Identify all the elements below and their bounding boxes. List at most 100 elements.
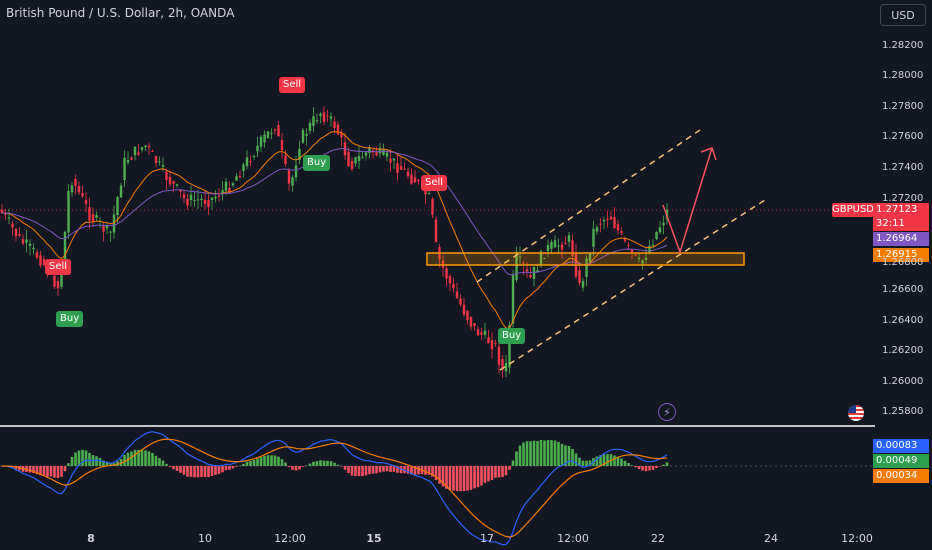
histogram-bar (168, 466, 172, 467)
histogram-bar (557, 441, 560, 466)
ma-slow-tag: 1.26964 (873, 232, 929, 246)
histogram-bar (613, 455, 616, 466)
candle (60, 274, 63, 287)
candle (39, 255, 42, 266)
histogram-bar (182, 466, 186, 475)
signal-line (2, 438, 668, 538)
histogram-bar (175, 466, 179, 471)
histogram-bar (389, 466, 392, 472)
histogram-bar (392, 466, 396, 472)
histogram-bar (623, 460, 627, 466)
histogram-bar (224, 466, 228, 471)
candle (256, 145, 259, 152)
candle (263, 134, 266, 143)
candle (151, 151, 154, 152)
candle (375, 151, 378, 156)
histogram-bar (543, 440, 546, 466)
candle (532, 266, 536, 279)
sell-signal: Sell (45, 259, 72, 275)
candle (14, 228, 18, 237)
histogram-bar (452, 466, 455, 491)
lightning-icon[interactable]: ⚡ (658, 403, 676, 421)
histogram-bar (151, 452, 154, 466)
candle (511, 274, 515, 324)
histogram-bar (536, 441, 539, 466)
us-flag-icon[interactable] (848, 405, 864, 421)
candle (203, 200, 207, 205)
candle (189, 194, 193, 200)
candle (595, 227, 599, 232)
histogram-bar (165, 463, 168, 466)
histogram-bar (438, 466, 441, 484)
candle (525, 269, 529, 272)
candle (182, 194, 186, 198)
candle (648, 246, 651, 253)
candle (200, 198, 203, 200)
histogram-bar (571, 449, 574, 466)
time-label: 10 (198, 532, 212, 545)
candle (557, 245, 560, 247)
histogram-bar (445, 466, 448, 489)
sell-signal: Sell (421, 175, 448, 191)
candle (410, 174, 413, 184)
histogram-bar (84, 450, 88, 466)
histogram-bar (116, 461, 119, 466)
buy-signal: Buy (498, 328, 526, 344)
candle (32, 247, 35, 249)
candle (74, 179, 77, 186)
candle (616, 224, 620, 231)
candle (95, 214, 98, 218)
candle (130, 157, 133, 160)
histogram-bar (382, 466, 385, 472)
candle (578, 270, 581, 283)
candle (627, 245, 630, 246)
candle (56, 281, 60, 289)
price-tick-below: 1.26800 (882, 257, 924, 268)
histogram-bar (336, 464, 340, 466)
histogram-bar (252, 460, 256, 466)
currency-button[interactable]: USD (880, 4, 926, 26)
histogram-bar (70, 456, 74, 466)
histogram-bar (494, 466, 497, 478)
macd-tag: 0.00083 (873, 439, 929, 453)
candle (11, 223, 14, 228)
histogram-bar (280, 459, 284, 466)
candle (658, 227, 662, 233)
histogram-bar (511, 460, 515, 466)
histogram-bar (144, 450, 147, 466)
candle (249, 161, 252, 163)
histogram-bar (497, 466, 501, 478)
candle (630, 249, 634, 253)
candle (581, 281, 585, 288)
histogram-bar (361, 466, 364, 477)
histogram-bar (595, 456, 599, 466)
candle (501, 359, 504, 371)
histogram-bar (63, 466, 67, 472)
candle (340, 133, 343, 138)
candle (567, 235, 571, 242)
histogram-bar (525, 441, 529, 466)
candle (308, 122, 312, 131)
candle (560, 244, 564, 250)
candle (91, 214, 95, 222)
histogram-bar (60, 466, 63, 477)
histogram-bar (585, 460, 588, 466)
candle (287, 170, 291, 184)
candle (553, 240, 557, 248)
histogram-bar (466, 466, 469, 491)
candle (0, 210, 4, 213)
candle (319, 113, 322, 117)
histogram-bar (487, 466, 490, 482)
candle (322, 112, 326, 122)
candle (284, 155, 287, 164)
histogram-bar (56, 466, 60, 479)
candle (63, 231, 67, 273)
price-tick: 1.26200 (882, 345, 924, 356)
candles (0, 106, 669, 378)
candle (361, 157, 364, 159)
histogram-bar (305, 465, 308, 467)
histogram-bar (228, 466, 231, 470)
candle (67, 191, 70, 233)
histogram-bar (284, 462, 287, 466)
